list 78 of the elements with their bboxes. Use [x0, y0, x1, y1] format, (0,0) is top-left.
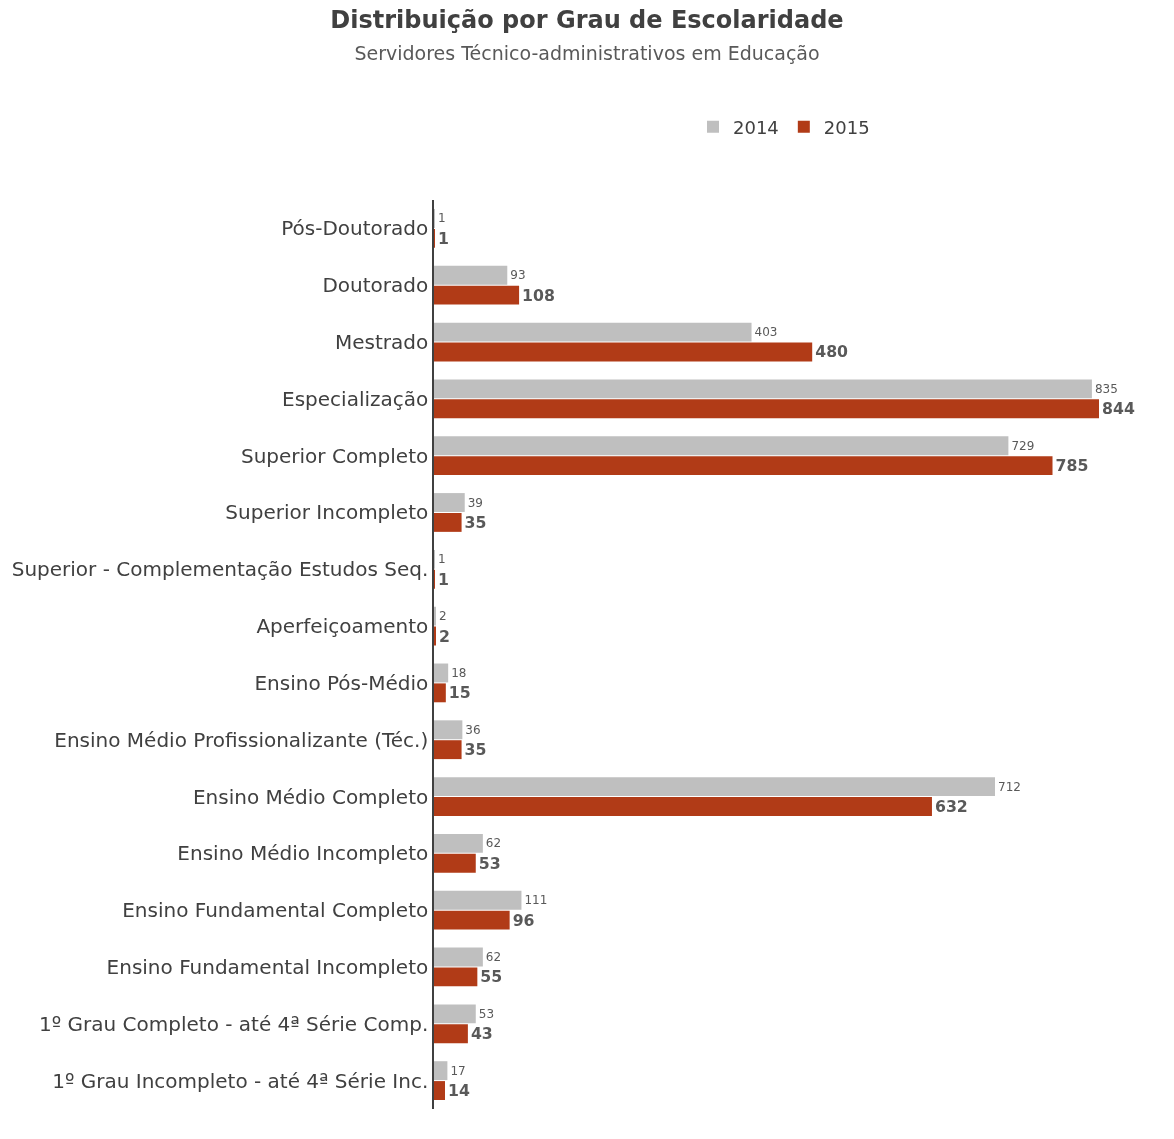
data-label: 43: [470, 1024, 493, 1044]
data-label: 14: [448, 1081, 470, 1101]
data-label: 844: [1102, 399, 1135, 419]
chart-title: Distribuição por Grau de Escolaridade: [330, 6, 844, 35]
data-label: 15: [448, 683, 471, 703]
data-label: 632: [934, 796, 968, 816]
bar: [434, 456, 1053, 476]
data-label: 2: [439, 626, 450, 646]
data-label: 35: [464, 512, 487, 532]
data-label: 35: [464, 740, 487, 760]
legend-label: 2014: [733, 116, 779, 138]
data-label: 53: [478, 1006, 495, 1021]
bar: [434, 833, 483, 853]
bar: [434, 436, 1009, 456]
y-tick-label: 1º Grau Completo - até 4ª Série Comp.: [39, 1011, 429, 1036]
chart-subtitle: Servidores Técnico-administrativos em Educação: [354, 41, 820, 64]
bar: [434, 683, 446, 703]
data-label: 53: [478, 853, 501, 873]
data-label: 403: [754, 325, 778, 340]
bar: [434, 797, 932, 816]
bar: [434, 967, 478, 987]
data-label: 1: [438, 211, 446, 226]
bar: [434, 890, 522, 910]
y-tick-label: Aperfeiçoamento: [256, 614, 429, 639]
data-label: 39: [467, 495, 484, 510]
y-tick-label: Pós-Doutorado: [281, 216, 429, 241]
data-label: 108: [522, 285, 555, 305]
legend-label: 2015: [823, 116, 870, 138]
bar: [434, 493, 465, 512]
bar: [434, 663, 449, 683]
data-label: 480: [815, 342, 849, 362]
y-tick-label: Superior - Complementação Estudos Seq.: [11, 557, 429, 582]
data-label: 1: [438, 228, 449, 248]
data-label: 36: [465, 722, 481, 737]
bar: [434, 853, 476, 873]
bar: [434, 285, 520, 305]
bar: [434, 1004, 476, 1024]
y-tick-label: Mestrado: [335, 330, 429, 355]
y-tick-label: Ensino Médio Profissionalizante (Téc.): [54, 727, 429, 752]
data-label: 18: [451, 665, 467, 680]
bar: [434, 947, 483, 967]
data-label: 2: [439, 609, 447, 624]
bar: [434, 342, 813, 362]
data-label: 712: [998, 779, 1021, 794]
bar: [434, 1024, 468, 1044]
data-label: 17: [450, 1063, 466, 1078]
y-tick-label: Especialização: [282, 386, 429, 411]
bar: [434, 265, 508, 285]
y-tick-label: Ensino Fundamental Completo: [122, 898, 429, 923]
data-label: 96: [512, 910, 535, 930]
data-label: 835: [1094, 381, 1118, 396]
y-tick-label: Superior Completo: [240, 443, 429, 468]
data-label: 55: [480, 967, 503, 987]
y-tick-label: 1º Grau Incompleto - até 4ª Série Inc.: [52, 1068, 429, 1093]
y-tick-label: Ensino Fundamental Incompleto: [106, 954, 429, 979]
data-label: 785: [1055, 456, 1089, 476]
data-label: 729: [1011, 438, 1035, 453]
bar: [434, 399, 1099, 419]
y-tick-label: Doutorado: [322, 273, 429, 298]
y-tick-label: Superior Incompleto: [225, 500, 429, 525]
bar: [434, 1061, 448, 1081]
bar: [434, 910, 510, 930]
bar: [434, 777, 995, 797]
data-label: 62: [485, 836, 502, 851]
y-tick-label: Ensino Médio Incompleto: [177, 841, 429, 866]
data-label: 111: [524, 893, 548, 908]
bar: [434, 720, 463, 740]
data-label: 93: [510, 268, 526, 283]
bar: [434, 512, 462, 532]
bar: [434, 379, 1092, 399]
y-tick-label: Ensino Médio Completo: [192, 784, 429, 809]
data-label: 1: [438, 552, 446, 567]
bar: [434, 740, 462, 760]
data-label: 62: [485, 950, 502, 965]
y-tick-label: Ensino Pós-Médio: [254, 670, 429, 695]
bar: [434, 322, 752, 342]
bar: [434, 1081, 446, 1100]
data-label: 1: [438, 569, 449, 589]
